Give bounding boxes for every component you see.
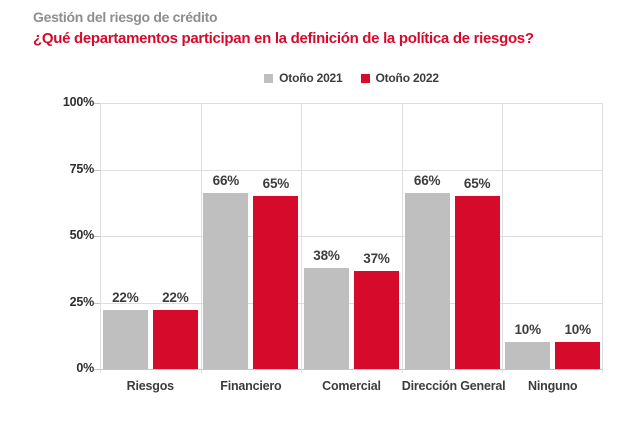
- y-tick-label: 75%: [69, 161, 95, 176]
- y-tick-mark: [94, 103, 100, 104]
- bar-value-label: 66%: [413, 173, 441, 189]
- bar-value-label: 38%: [313, 247, 340, 263]
- legend-swatch-icon: [264, 73, 274, 83]
- bar-col: 10%: [555, 103, 601, 369]
- y-tick-mark: [94, 302, 100, 304]
- bar-group-0: 22% 22%: [100, 103, 201, 369]
- bar-otoño-2022: [253, 196, 299, 369]
- bar-otoño-2022: [152, 310, 198, 369]
- chart-title: ¿Qué departamentos participan en la defi…: [33, 30, 534, 47]
- x-category-label: Dirección General: [401, 379, 506, 393]
- bar-value-label: 66%: [212, 173, 240, 189]
- bar-col: 22%: [152, 103, 198, 369]
- bar-col: 66%: [404, 103, 450, 369]
- x-category-label: Riesgos: [126, 379, 174, 393]
- y-axis: 100% 75% 50% 25% 0%: [0, 95, 95, 375]
- legend-label: Otoño 2021: [279, 71, 343, 85]
- bar-value-label: 37%: [363, 250, 390, 266]
- chart-legend: Otoño 2021 Otoño 2022: [100, 71, 603, 85]
- bar-value-label: 65%: [463, 176, 491, 192]
- gridline: [100, 236, 603, 237]
- bar-value-label: 22%: [162, 290, 189, 306]
- legend-item-1: Otoño 2022: [360, 71, 440, 85]
- plot-area: 22% 22% Riesgos 66% 65% Financiero 38% 37% Comer…: [94, 103, 603, 393]
- gridline: [100, 169, 603, 171]
- legend-label: Otoño 2022: [375, 71, 440, 85]
- x-category-label: Financiero: [220, 379, 282, 393]
- y-tick-label: 0%: [76, 361, 94, 375]
- bar-col: 38%: [303, 103, 349, 369]
- y-tick-label: 25%: [69, 294, 95, 309]
- bar-col: 22%: [102, 103, 148, 369]
- bar-group-1: 66% 65%: [201, 103, 302, 369]
- category-separator: [602, 103, 603, 373]
- gridline: [100, 103, 603, 104]
- bar-group-4: 10% 10%: [502, 103, 603, 369]
- bar-otoño-2021: [505, 342, 551, 369]
- bar-otoño-2022: [555, 342, 601, 369]
- legend-item-0: Otoño 2021: [264, 71, 343, 85]
- bar-col: 66%: [203, 103, 249, 369]
- category-separator: [502, 103, 503, 373]
- x-category-label: Ninguno: [528, 379, 578, 393]
- category-separator: [201, 103, 202, 373]
- x-category-label: Comercial: [322, 379, 381, 393]
- y-tick-mark: [94, 236, 100, 237]
- y-tick-label: 50%: [69, 228, 95, 242]
- legend-swatch-icon: [360, 73, 370, 83]
- bar-group-3: 66% 65%: [402, 103, 503, 369]
- bar-otoño-2021: [303, 267, 349, 369]
- chart-kicker: Gestión del riesgo de crédito: [33, 9, 218, 25]
- bar-group-2: 38% 37%: [301, 103, 402, 369]
- bar-value-label: 10%: [564, 322, 591, 338]
- gridline: [100, 369, 603, 370]
- category-separator: [402, 103, 403, 373]
- bar-col: 37%: [353, 103, 399, 369]
- bar-col: 65%: [253, 103, 299, 369]
- gridline: [100, 302, 603, 304]
- y-tick-label: 100%: [62, 95, 94, 109]
- y-tick-mark: [94, 169, 100, 171]
- bar-otoño-2021: [102, 310, 148, 369]
- bar-col: 65%: [454, 103, 500, 369]
- category-separator: [301, 103, 302, 373]
- bar-value-label: 10%: [514, 322, 541, 338]
- bar-otoño-2022: [353, 270, 399, 369]
- bar-otoño-2022: [454, 196, 500, 369]
- bar-value-label: 22%: [112, 290, 139, 306]
- bar-value-label: 65%: [262, 176, 290, 192]
- category-separator: [100, 103, 101, 373]
- bar-otoño-2021: [404, 193, 450, 369]
- bar-col: 10%: [505, 103, 551, 369]
- bar-otoño-2021: [203, 193, 249, 369]
- y-tick-mark: [94, 369, 100, 370]
